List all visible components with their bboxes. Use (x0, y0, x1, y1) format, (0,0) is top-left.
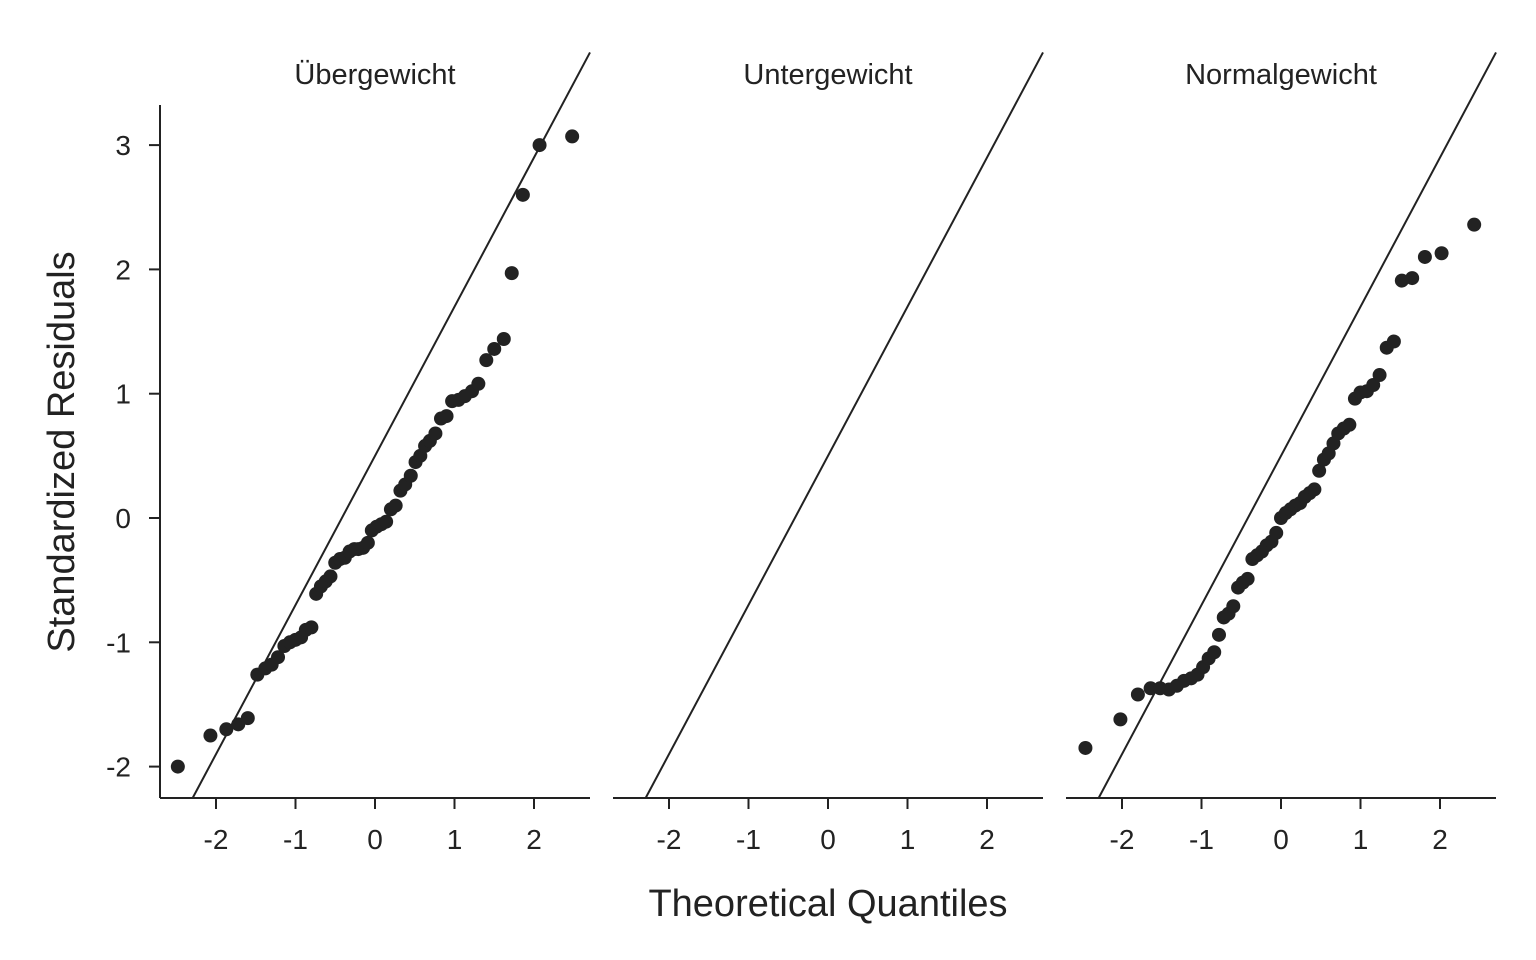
data-point (479, 353, 494, 368)
data-point (1386, 334, 1401, 349)
x-tick-label: 2 (526, 824, 542, 855)
data-point (1342, 417, 1357, 432)
data-point (1211, 627, 1226, 642)
data-point (487, 341, 502, 356)
data-point (240, 711, 255, 726)
y-tick-label: 0 (115, 503, 131, 534)
data-point (203, 728, 218, 743)
data-point (496, 332, 511, 347)
data-point (504, 266, 519, 281)
data-point (1312, 463, 1327, 478)
data-point (1130, 687, 1145, 702)
data-point (515, 187, 530, 202)
data-point (304, 620, 319, 635)
y-tick-label: 3 (115, 130, 131, 161)
x-tick-label: 1 (447, 824, 463, 855)
y-tick-label: 1 (115, 379, 131, 410)
x-tick-label: -2 (1110, 824, 1135, 855)
x-tick-label: 0 (367, 824, 383, 855)
data-point (532, 138, 547, 153)
data-point (565, 129, 580, 144)
data-point (379, 514, 394, 529)
facet-title: Normalgewicht (1185, 59, 1377, 91)
facet-title: Übergewicht (294, 59, 455, 91)
data-point (1307, 482, 1322, 497)
data-point (323, 569, 338, 584)
data-point (1467, 217, 1482, 232)
data-point (219, 722, 234, 737)
data-point (439, 409, 454, 424)
x-tick-label: 1 (1353, 824, 1369, 855)
x-tick-label: -1 (283, 824, 308, 855)
x-tick-label: 0 (820, 824, 836, 855)
data-point (271, 650, 286, 665)
x-tick-label: -1 (1189, 824, 1214, 855)
data-point (1366, 377, 1381, 392)
y-axis-title: Standardized Residuals (41, 251, 83, 652)
reference-line (191, 51, 591, 799)
data-point (428, 426, 443, 441)
x-tick-label: -2 (204, 824, 229, 855)
reference-line (644, 51, 1044, 799)
x-tick-label: -2 (657, 824, 682, 855)
data-point (170, 759, 185, 774)
data-point (360, 535, 375, 550)
x-tick-label: 2 (1432, 824, 1448, 855)
y-tick-label: -2 (106, 752, 131, 783)
x-tick-label: 1 (900, 824, 916, 855)
data-point (403, 468, 418, 483)
data-point (1078, 740, 1093, 755)
data-point (1434, 246, 1449, 261)
facet-title: Untergewicht (743, 59, 912, 91)
data-point (1226, 599, 1241, 614)
data-point (1113, 712, 1128, 727)
reference-line (1097, 51, 1497, 799)
x-tick-label: 2 (979, 824, 995, 855)
data-point (1269, 525, 1284, 540)
data-point (1372, 368, 1387, 383)
y-tick-label: -1 (106, 627, 131, 658)
x-axis-title: Theoretical Quantiles (648, 883, 1007, 925)
y-tick-label: 2 (115, 254, 131, 285)
data-point (1405, 271, 1420, 286)
data-point (1207, 645, 1222, 660)
data-point (1240, 571, 1255, 586)
data-point (471, 376, 486, 391)
data-point (1417, 249, 1432, 264)
x-tick-label: -1 (736, 824, 761, 855)
x-tick-label: 0 (1273, 824, 1289, 855)
data-point (388, 498, 403, 513)
